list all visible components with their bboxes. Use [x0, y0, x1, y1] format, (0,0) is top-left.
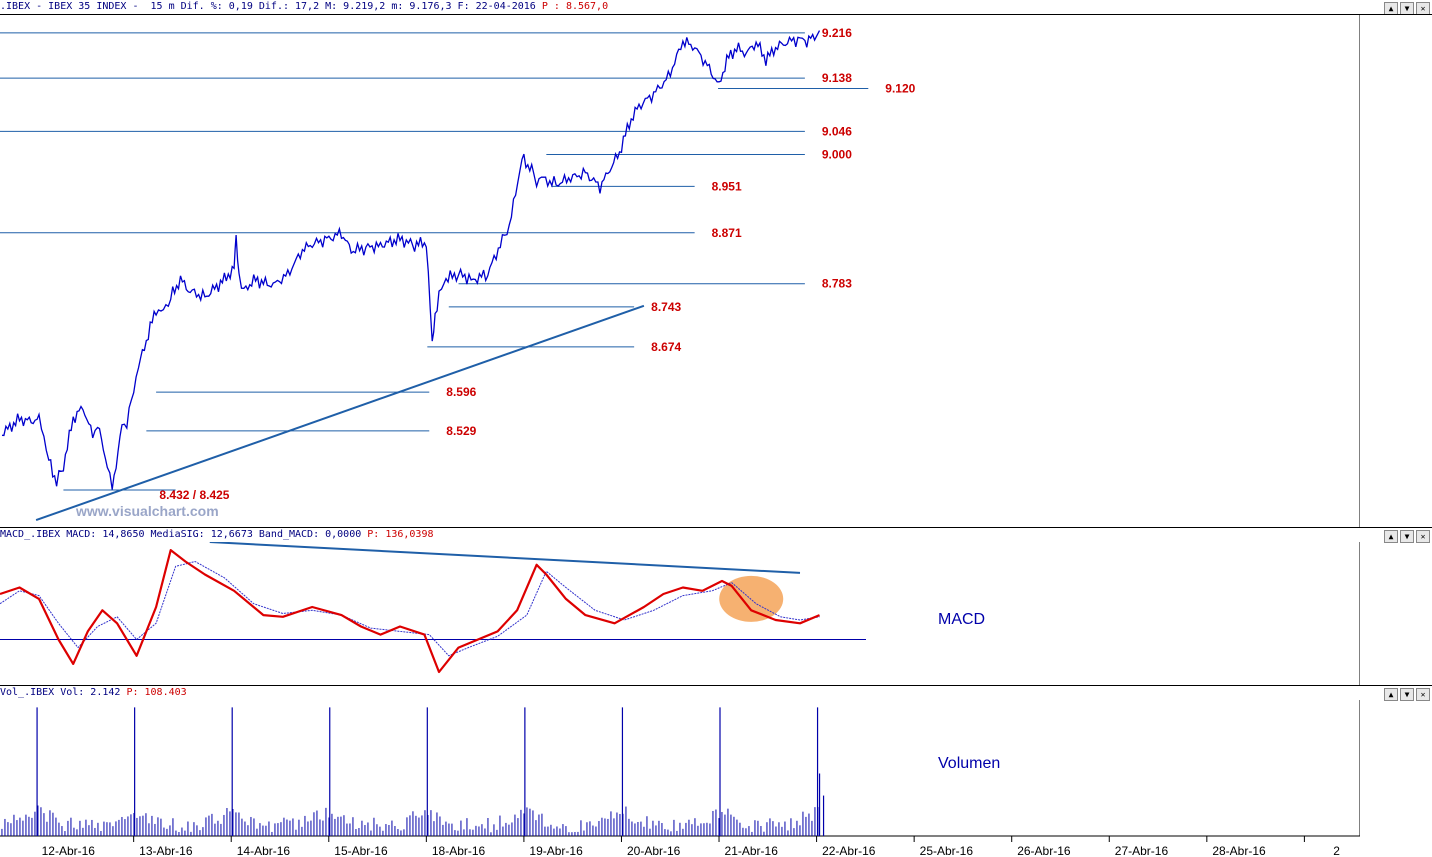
- macd-scroll-down-button[interactable]: ▼: [1400, 530, 1414, 543]
- time-x-axis: 12-Abr-16 13-Abr-16 14-Abr-16 15-Abr-16 18-A…: [42, 836, 1340, 857]
- macd-header-p: P: 136,0398: [367, 529, 434, 540]
- scroll-down-button[interactable]: ▼: [1400, 2, 1414, 15]
- level-label: 8.951: [712, 179, 742, 193]
- price-chart: 9.2009.1009.0008.9008.8008.7008.6008.500…: [0, 15, 1360, 527]
- x-axis-tick-label: 20-Abr-16: [627, 844, 681, 857]
- macd-header-text: MACD_.IBEX MACD: 14,8650 MediaSIG: 12,66…: [0, 529, 362, 540]
- volume-chart: 30.00020.00010.000 12-Abr-1613-Abr-1614-…: [0, 700, 1360, 857]
- macd-panel-window-buttons: ▲ ▼ ✕: [1382, 530, 1430, 543]
- level-label: 9.120: [885, 82, 915, 96]
- x-axis-tick-label: 2: [1333, 844, 1340, 857]
- price-panel-top-border: [0, 14, 1432, 15]
- level-label: 8.596: [446, 385, 476, 399]
- level-label: 9.138: [822, 71, 852, 85]
- macd-divergence-line: [209, 542, 801, 574]
- volume-scroll-up-button[interactable]: ▲: [1384, 688, 1398, 701]
- price-panel-window-buttons: ▲ ▼ ✕: [1382, 2, 1430, 15]
- level-label: 9.000: [822, 148, 852, 162]
- volume-scroll-down-button[interactable]: ▼: [1400, 688, 1414, 701]
- macd-scroll-up-button[interactable]: ▲: [1384, 530, 1398, 543]
- x-axis-tick-label: 21-Abr-16: [725, 844, 779, 857]
- x-axis-tick-label: 19-Abr-16: [529, 844, 583, 857]
- support-resistance-levels: 9.216 9.138 9.120 9.046 9.000 8.951 8.871 8.783…: [0, 26, 916, 502]
- level-label: 9.216: [822, 26, 852, 40]
- x-axis-tick-label: 14-Abr-16: [237, 844, 291, 857]
- volume-panel-window-buttons: ▲ ▼ ✕: [1382, 688, 1430, 701]
- x-axis-tick-label: 28-Abr-16: [1212, 844, 1266, 857]
- macd-label: MACD: [938, 611, 985, 628]
- volume-close-button[interactable]: ✕: [1416, 688, 1430, 701]
- watermark: www.visualchart.com: [75, 503, 219, 519]
- x-axis-tick-label: 27-Abr-16: [1115, 844, 1169, 857]
- trendline-segment: [35, 304, 645, 522]
- level-label: 8.674: [651, 340, 681, 354]
- trendline: [35, 304, 645, 522]
- level-label: 8.529: [446, 424, 476, 438]
- level-label: 8.432 / 8.425: [159, 488, 229, 502]
- volume-header-text: Vol_.IBEX Vol: 2.142: [0, 687, 121, 698]
- macd-chart: 40200−20 MACD: [0, 542, 1360, 685]
- price-header-text: .IBEX - IBEX 35 INDEX - 15 m Dif. %: 0,1…: [0, 1, 536, 12]
- price-series: [1, 30, 821, 490]
- macd-close-button[interactable]: ✕: [1416, 530, 1430, 543]
- volume-panel-top-border: [0, 685, 1432, 686]
- level-label: 8.783: [822, 277, 852, 291]
- macd-signal-line: [0, 561, 820, 657]
- price-line: [1, 30, 821, 490]
- x-axis-tick-label: 25-Abr-16: [920, 844, 974, 857]
- macd-line: [0, 549, 820, 674]
- volume-panel-header: Vol_.IBEX Vol: 2.142 P: 108.403: [0, 686, 1432, 700]
- macd-panel-top-border: [0, 527, 1432, 528]
- level-label: 9.046: [822, 124, 852, 138]
- volume-bars: [1, 707, 825, 836]
- x-axis-tick-label: 22-Abr-16: [822, 844, 876, 857]
- price-header-p: P : 8.567,0: [541, 1, 609, 12]
- x-axis-tick-label: 18-Abr-16: [432, 844, 486, 857]
- x-axis-tick-label: 15-Abr-16: [334, 844, 388, 857]
- macd-series: [0, 542, 866, 674]
- level-label: 8.871: [712, 226, 742, 240]
- price-panel-header: .IBEX - IBEX 35 INDEX - 15 m Dif. %: 0,1…: [0, 0, 1432, 14]
- level-label: 8.743: [651, 300, 681, 314]
- macd-panel-header: MACD_.IBEX MACD: 14,8650 MediaSIG: 12,66…: [0, 528, 1432, 542]
- volume-header-p: P: 108.403: [126, 687, 187, 698]
- x-axis-tick-label: 26-Abr-16: [1017, 844, 1071, 857]
- volume-label: Volumen: [938, 755, 1000, 772]
- x-axis-tick-label: 12-Abr-16: [42, 844, 96, 857]
- x-axis-tick-label: 13-Abr-16: [139, 844, 193, 857]
